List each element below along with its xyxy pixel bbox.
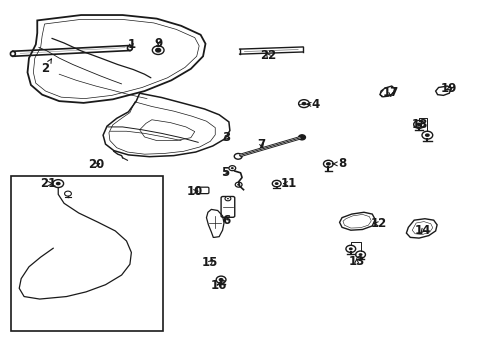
Text: 21: 21	[41, 177, 57, 190]
Circle shape	[272, 180, 281, 187]
Text: 16: 16	[210, 279, 227, 292]
Text: 22: 22	[259, 49, 275, 62]
Text: 7: 7	[257, 138, 265, 150]
Text: 13: 13	[348, 255, 364, 268]
Text: 3: 3	[222, 131, 229, 144]
Circle shape	[230, 167, 233, 169]
Circle shape	[224, 197, 230, 201]
Circle shape	[152, 46, 163, 54]
Circle shape	[416, 123, 421, 126]
Circle shape	[64, 191, 71, 196]
Circle shape	[421, 131, 432, 139]
Text: 14: 14	[413, 224, 430, 238]
Circle shape	[216, 276, 225, 283]
Text: 5: 5	[221, 166, 229, 179]
Circle shape	[56, 182, 61, 185]
Circle shape	[226, 198, 228, 199]
Text: 8: 8	[332, 157, 346, 170]
Circle shape	[298, 135, 305, 140]
Circle shape	[235, 182, 242, 187]
Text: 17: 17	[382, 86, 398, 99]
Circle shape	[358, 253, 362, 256]
Circle shape	[325, 162, 330, 166]
Circle shape	[301, 102, 306, 105]
Circle shape	[228, 166, 235, 171]
Circle shape	[156, 48, 160, 52]
Circle shape	[348, 247, 352, 250]
Bar	[11, 176, 162, 330]
Text: 10: 10	[186, 185, 203, 198]
Circle shape	[237, 184, 240, 186]
Circle shape	[355, 251, 365, 258]
Text: 4: 4	[306, 98, 319, 111]
Text: 9: 9	[154, 36, 162, 50]
Circle shape	[424, 134, 429, 137]
FancyBboxPatch shape	[197, 187, 208, 194]
Text: 1: 1	[127, 38, 135, 51]
Circle shape	[274, 182, 278, 185]
Text: 18: 18	[411, 118, 427, 131]
Text: 11: 11	[280, 177, 296, 190]
Circle shape	[413, 121, 424, 129]
Text: 12: 12	[370, 217, 386, 230]
Circle shape	[298, 100, 309, 108]
FancyBboxPatch shape	[221, 197, 234, 217]
Circle shape	[218, 278, 223, 282]
Text: 6: 6	[222, 214, 230, 227]
Text: 20: 20	[88, 158, 104, 171]
Circle shape	[323, 160, 332, 167]
Circle shape	[345, 245, 355, 252]
Text: 15: 15	[202, 256, 218, 269]
Circle shape	[53, 180, 63, 188]
Text: 19: 19	[440, 82, 457, 95]
Text: 2: 2	[41, 59, 51, 75]
